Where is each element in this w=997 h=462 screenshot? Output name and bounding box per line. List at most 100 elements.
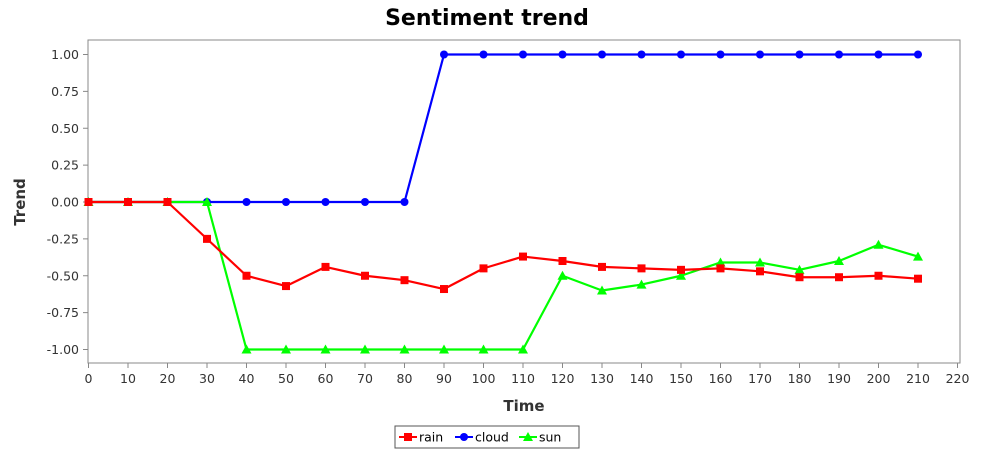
rain-point (361, 271, 369, 280)
cloud-line (88, 53, 918, 204)
legend-swatch-marker (460, 433, 468, 441)
sun-point (478, 344, 489, 354)
sun-point (399, 344, 410, 354)
cloud-point (677, 50, 685, 59)
y-tick-label: -0.25 (47, 231, 79, 246)
chart-title: Sentiment trend (385, 6, 589, 31)
cloud-point (361, 198, 369, 206)
cloud-point (400, 198, 409, 206)
legend-box (394, 425, 580, 449)
x-tick-label: 40 (239, 371, 255, 386)
legend-label: cloud (475, 430, 509, 445)
sun-point (439, 344, 449, 354)
rain-point (756, 267, 764, 276)
rain-point (124, 198, 132, 206)
series-rain (84, 198, 922, 294)
rain-point (440, 285, 448, 294)
rain-point (637, 264, 646, 273)
rain-point (677, 265, 685, 274)
y-tick-label: 1.00 (51, 47, 79, 62)
sun-point (873, 239, 884, 249)
cloud-point (519, 50, 527, 59)
rain-point (914, 274, 922, 283)
sun-point (281, 344, 291, 354)
rain-point (558, 257, 567, 265)
cloud-point (914, 50, 922, 59)
x-tick-label: 70 (357, 371, 373, 386)
rain-point (479, 264, 488, 273)
sun-point (320, 344, 331, 354)
y-tick-label: 0.75 (51, 84, 79, 99)
sun-point (913, 251, 923, 261)
legend-swatch-marker (523, 432, 533, 441)
x-tick-label: 110 (511, 371, 535, 386)
cloud-point (835, 50, 843, 59)
sun-point (636, 279, 647, 289)
x-tick-label: 80 (397, 371, 413, 386)
x-tick-label: 120 (551, 371, 575, 386)
rain-point (519, 252, 527, 261)
sun-point (518, 344, 528, 354)
sun-point (715, 257, 726, 267)
x-tick-label: 130 (590, 371, 614, 386)
y-axis: 1.00 0.75 0.50 0.25 0.00 -0.25 -0.50 -0.75 -1.00 (47, 47, 88, 357)
cloud-point (558, 50, 567, 59)
x-tick-label: 210 (906, 371, 930, 386)
rain-point (242, 271, 251, 280)
rain-point (321, 262, 330, 271)
x-tick-label: 30 (199, 371, 215, 386)
cloud-point (756, 50, 764, 59)
sun-line (88, 200, 919, 351)
rain-point (874, 271, 883, 280)
rain-point (400, 276, 409, 285)
sun-point (241, 344, 252, 354)
x-tick-label: 10 (120, 371, 136, 386)
cloud-point (242, 198, 251, 206)
x-axis: 0 10 20 30 40 50 60 70 80 90 100 110 120 130 140 150 160… (85, 363, 970, 386)
rain-point (163, 198, 172, 206)
cloud-point (440, 50, 448, 59)
sun-point (834, 256, 844, 265)
rain-point (282, 282, 290, 291)
x-tick-label: 50 (278, 371, 294, 386)
x-tick-label: 160 (709, 371, 733, 386)
y-tick-label: 0.25 (51, 158, 79, 173)
x-tick-label: 220 (946, 371, 970, 386)
cloud-point (598, 50, 606, 59)
sun-point (676, 270, 686, 280)
sun-point (755, 257, 765, 267)
x-tick-label: 190 (827, 371, 851, 386)
sun-point (557, 270, 568, 280)
cloud-point (479, 50, 488, 59)
cloud-point (716, 50, 725, 59)
x-tick-label: 170 (748, 371, 772, 386)
rain-point (835, 273, 843, 282)
sun-point (794, 264, 805, 274)
x-tick-label: 90 (436, 371, 452, 386)
rain-point (795, 273, 804, 282)
x-tick-label: 180 (788, 371, 812, 386)
y-tick-label: 0.00 (51, 195, 79, 210)
rain-point (84, 198, 93, 206)
rain-point (716, 264, 725, 273)
y-axis-label: Trend (11, 178, 29, 226)
y-tick-label: 0.50 (51, 121, 79, 136)
series-layer (83, 50, 923, 354)
x-tick-label: 100 (472, 371, 496, 386)
y-tick-label: -1.00 (47, 342, 79, 357)
rain-point (203, 234, 211, 243)
x-tick-label: 140 (630, 371, 654, 386)
x-tick-label: 200 (867, 371, 891, 386)
y-tick-label: -0.75 (47, 305, 79, 320)
legend-label: rain (419, 430, 443, 445)
rain-line (88, 200, 919, 291)
x-tick-label: 150 (669, 371, 693, 386)
sun-point (360, 344, 370, 354)
x-tick-label: 0 (85, 371, 93, 386)
x-axis-label: Time (503, 397, 544, 415)
cloud-point (874, 50, 883, 59)
cloud-point (795, 50, 804, 59)
legend-item-sun: sun (519, 430, 561, 445)
legend-swatch-marker (404, 433, 412, 441)
